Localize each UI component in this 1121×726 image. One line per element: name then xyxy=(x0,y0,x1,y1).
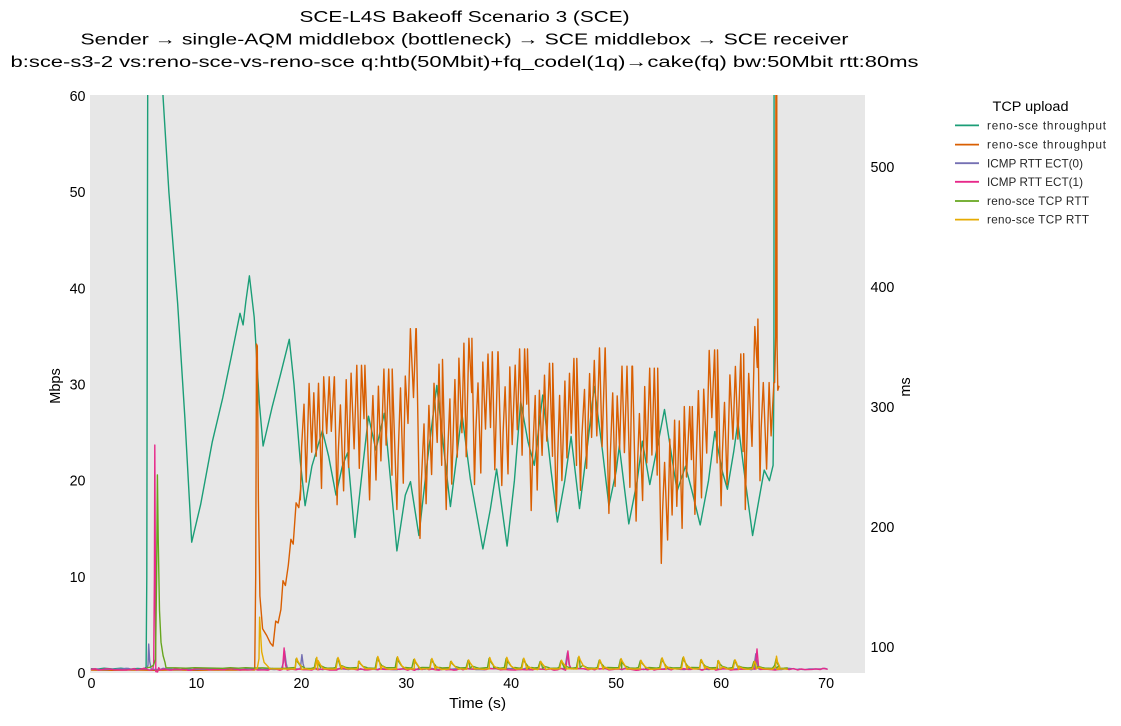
svg-text:ICMP RTT ECT(0): ICMP RTT ECT(0) xyxy=(987,157,1083,170)
svg-text:reno-sce throughput: reno-sce throughput xyxy=(987,139,1107,152)
svg-text:reno-sce TCP RTT: reno-sce TCP RTT xyxy=(987,214,1089,227)
svg-text:200: 200 xyxy=(871,520,895,536)
svg-text:TCP upload: TCP upload xyxy=(993,99,1069,114)
svg-text:ICMP RTT ECT(1): ICMP RTT ECT(1) xyxy=(987,176,1083,189)
svg-text:70: 70 xyxy=(818,676,834,692)
svg-text:500: 500 xyxy=(871,160,895,176)
svg-text:40: 40 xyxy=(70,281,86,297)
svg-text:10: 10 xyxy=(70,570,86,586)
svg-text:b:sce-s3-2 vs:reno-sce-vs-reno: b:sce-s3-2 vs:reno-sce-vs-reno-sce q:htb… xyxy=(11,54,919,71)
svg-text:10: 10 xyxy=(188,676,204,692)
svg-text:100: 100 xyxy=(871,640,895,656)
svg-text:30: 30 xyxy=(398,676,414,692)
svg-text:60: 60 xyxy=(70,89,86,105)
svg-text:reno-sce TCP RTT: reno-sce TCP RTT xyxy=(987,195,1089,208)
svg-text:300: 300 xyxy=(871,400,895,416)
svg-text:40: 40 xyxy=(503,676,519,692)
svg-text:30: 30 xyxy=(70,378,86,394)
svg-text:SCE-L4S Bakeoff Scenario 3 (SC: SCE-L4S Bakeoff Scenario 3 (SCE) xyxy=(300,9,630,26)
svg-text:ms: ms xyxy=(898,377,914,396)
svg-text:0: 0 xyxy=(88,676,96,692)
svg-text:20: 20 xyxy=(70,474,86,490)
svg-text:400: 400 xyxy=(871,280,895,296)
svg-text:reno-sce throughput: reno-sce throughput xyxy=(987,120,1107,133)
svg-text:Time (s): Time (s) xyxy=(449,696,506,712)
svg-text:50: 50 xyxy=(608,676,624,692)
svg-text:60: 60 xyxy=(713,676,729,692)
svg-text:50: 50 xyxy=(70,185,86,201)
svg-text:Mbps: Mbps xyxy=(48,368,64,403)
svg-text:0: 0 xyxy=(78,666,86,682)
svg-text:Sender → single-AQM middlebox: Sender → single-AQM middlebox (bottlenec… xyxy=(81,32,849,49)
svg-text:20: 20 xyxy=(293,676,309,692)
